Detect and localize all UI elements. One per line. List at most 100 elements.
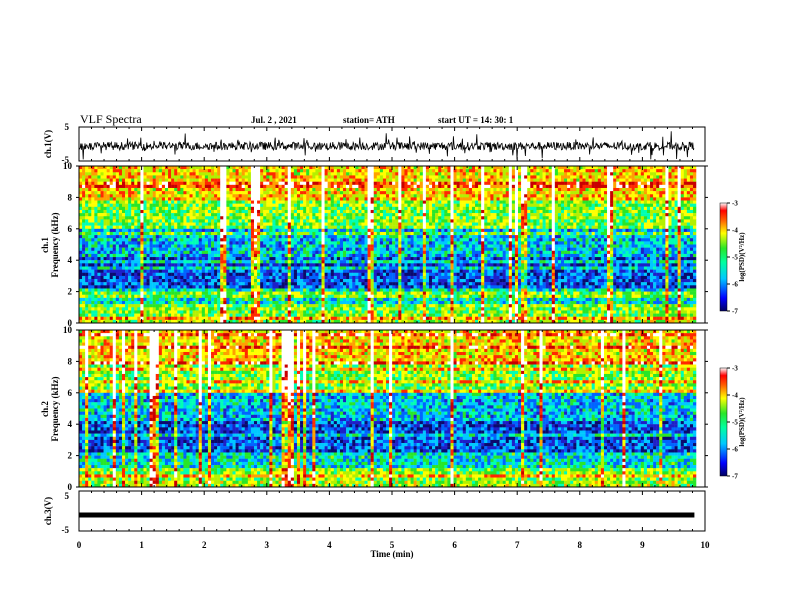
spectrogram-cell [112, 235, 117, 239]
spectrogram-cell [97, 216, 101, 220]
spectrogram-cell [689, 235, 694, 239]
spectrogram-cell [263, 197, 267, 201]
spectrogram-cell [330, 187, 335, 192]
spectrogram-cell [456, 166, 460, 170]
spectrogram-cell [82, 213, 86, 217]
spectrogram-cell [607, 206, 611, 211]
spectrogram-cell [257, 213, 261, 217]
spectrogram-cell [303, 203, 307, 208]
spectrogram-cell [536, 184, 540, 189]
spectrogram-cell [253, 222, 258, 226]
spectrogram-cell [192, 238, 196, 242]
spectrogram-cell [266, 172, 270, 176]
spectrogram-cell [392, 169, 396, 173]
spectrogram-cell [478, 175, 482, 179]
spectrogram-cell [607, 184, 611, 189]
spectrogram-cell [241, 191, 245, 195]
spectrogram-cell [646, 203, 651, 208]
spectrogram-cell [201, 197, 206, 201]
spectrogram-cell [493, 194, 497, 198]
spectrogram-cell [677, 219, 681, 223]
spectrogram-cell [220, 178, 224, 182]
spectrogram-cell [349, 203, 353, 208]
spectrogram-cell [665, 213, 669, 217]
spectrogram-cell [689, 184, 694, 189]
spectrogram-cell [376, 231, 381, 236]
spectrogram-cell [235, 187, 239, 192]
spectrogram-cell [229, 181, 233, 186]
spectrogram-cell [88, 213, 92, 217]
spectrogram-cell [628, 222, 632, 226]
spectrogram-cell [413, 235, 417, 239]
spectrogram-cell [152, 175, 156, 179]
spectrogram-cell [91, 169, 95, 173]
spectrogram-cell [352, 203, 356, 208]
spectrogram-cell [502, 194, 506, 198]
spectrogram-cell [315, 200, 319, 204]
spectrogram-cell [570, 222, 574, 226]
spectrogram-cell [505, 219, 509, 223]
spectrogram-cell [309, 197, 313, 201]
spectrogram-cell [195, 191, 199, 195]
spectrogram-cell [106, 213, 110, 217]
spectrogram-cell [557, 172, 562, 176]
spectrogram-cell [79, 213, 83, 217]
spectrogram-cell [158, 184, 163, 189]
spectrogram-cell [339, 222, 344, 226]
spectrogram-cell [235, 181, 239, 186]
spectrogram-cell [416, 166, 420, 170]
spectrogram-cell [640, 178, 645, 182]
spectrogram-cell [567, 166, 571, 170]
spectrogram-cell [395, 238, 399, 242]
spectrogram-cell [579, 184, 583, 189]
spectrogram-cell [530, 225, 534, 229]
spectrogram-cell [155, 181, 160, 186]
spectrogram-cell [103, 235, 107, 239]
spectrogram-cell [266, 175, 270, 179]
spectrogram-cell [336, 225, 341, 229]
spectrogram-cell [616, 216, 620, 220]
spectrogram-cell [594, 231, 599, 236]
spectrogram-cell [109, 172, 113, 176]
spectrogram-cell [545, 200, 549, 204]
spectrogram-cell [530, 172, 534, 176]
spectrogram-cell [588, 222, 592, 226]
spectrogram-cell [548, 222, 552, 226]
spectrogram-cell [475, 184, 479, 189]
spectrogram-cell [591, 216, 595, 220]
spectrogram-cell [158, 191, 163, 195]
spectrogram-cell [579, 225, 583, 229]
spectrogram-cell [367, 200, 371, 204]
spectrogram-cell [161, 238, 166, 242]
spectrogram-cell [653, 200, 657, 204]
spectrogram-cell [189, 216, 193, 220]
spectrogram-cell [422, 228, 427, 233]
spectrogram-cell [607, 213, 611, 217]
spectrogram-cell [404, 235, 408, 239]
spectrogram-cell [112, 175, 117, 179]
spectrogram-cell [573, 222, 577, 226]
spectrogram-cell [134, 194, 138, 198]
spectrogram-cell [564, 200, 568, 204]
spectrogram-cell [238, 197, 242, 201]
spectrogram-cell [404, 222, 408, 226]
spectrogram-cell [306, 194, 310, 198]
spectrogram-cell [121, 169, 126, 173]
spectrogram-cell [459, 238, 463, 242]
spectrogram-cell [521, 197, 525, 201]
spectrogram-cell [570, 213, 574, 217]
spectrogram-cell [226, 213, 230, 217]
spectrogram-cell [653, 178, 657, 182]
spectrogram-cell [364, 187, 368, 192]
spectrogram-cell [284, 187, 288, 192]
spectrogram-cell [432, 216, 436, 220]
spectrogram-cell [493, 222, 497, 226]
spectrogram-cell [392, 184, 396, 189]
spectrogram-cell [689, 194, 694, 198]
spectrogram-cell [364, 213, 368, 217]
spectrogram-cell [603, 209, 608, 214]
spectrogram-cell [140, 184, 144, 189]
spectrogram-cell [284, 178, 288, 182]
spectrogram-cell [511, 241, 516, 245]
spectrogram-cell [591, 169, 595, 173]
